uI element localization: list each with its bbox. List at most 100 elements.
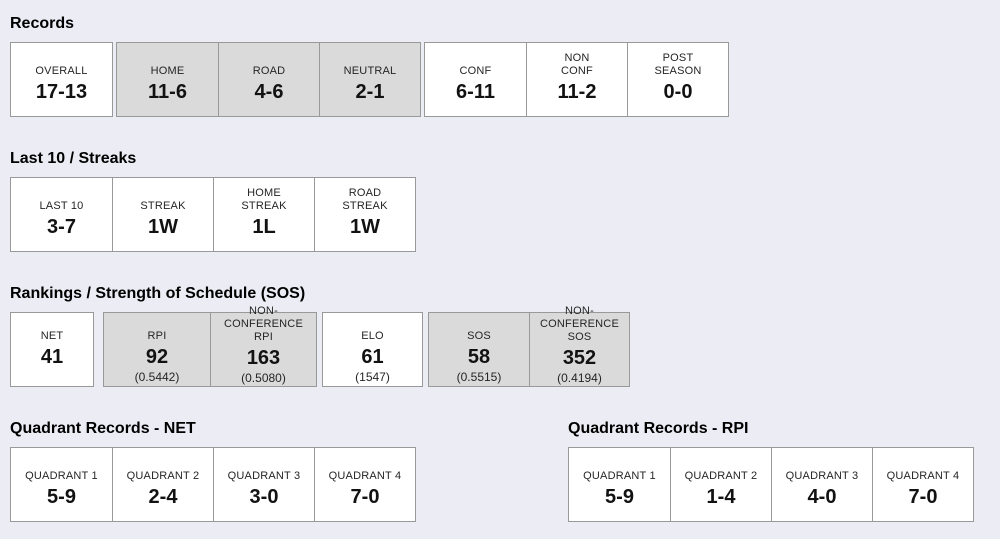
rankings-sos-group: SOS 58 (0.5515) NON-CONFERENCE SOS 352 (0.419… [428,305,630,387]
quadrant-rpi-section: Quadrant Records - RPI QUADRANT 1 5-9 QUAD… [568,419,974,522]
stat-label: OVERALL [35,65,88,77]
stat-box-streak: STREAK 1W [112,178,213,251]
rankings-row: NET 41 RPI 92 (0.5442) NON-CONFERENCE RPI 163… [10,305,1000,387]
stat-value: 1L [252,216,276,238]
stat-value: 17-13 [35,81,88,103]
stat-value: 7-0 [350,486,380,508]
streaks-group: LAST 10 3-7 STREAK 1W HOME STREAK 1L ROAD STRE… [10,177,416,252]
stat-label: NEUTRAL [343,65,397,77]
stat-label: NON CONF [561,52,593,77]
stat-value: 11-6 [148,81,187,103]
stat-box-elo: ELO 61 (1547) [323,313,422,386]
quadrant-rpi-row: QUADRANT 1 5-9 QUADRANT 2 1-4 QUADRANT 3 4-0 Q… [568,447,974,522]
streaks-heading: Last 10 / Streaks [10,150,137,167]
stat-box-quadrant-4: QUADRANT 4 7-0 [314,448,415,521]
stat-value: 0-0 [663,81,693,103]
stat-box-road: ROAD 4-6 [218,43,319,116]
stat-box-non-conference-sos: NON-CONFERENCE SOS 352 (0.4194) [529,305,629,386]
stat-label: QUADRANT 2 [684,470,758,482]
stat-value: 41 [40,346,64,368]
stat-box-non-conference-rpi: NON-CONFERENCE RPI 163 (0.5080) [210,305,316,386]
stat-box-quadrant-2: QUADRANT 2 1-4 [670,448,771,521]
stat-value: 6-11 [456,81,495,103]
streaks-row: LAST 10 3-7 STREAK 1W HOME STREAK 1L ROAD STRE… [10,177,1000,252]
quadrant-rpi-heading: Quadrant Records - RPI [568,420,749,437]
quadrant-net-heading: Quadrant Records - NET [10,420,196,437]
stat-box-net: NET 41 [11,313,93,386]
stat-box-neutral: NEUTRAL 2-1 [319,43,420,116]
stat-box-quadrant-4: QUADRANT 4 7-0 [872,448,973,521]
stat-value: 352 [562,347,597,369]
streaks-section: Last 10 / Streaks LAST 10 3-7 STREAK 1W HOME… [10,149,1000,252]
stat-box-quadrant-1: QUADRANT 1 5-9 [11,448,112,521]
stat-value: 4-6 [254,81,284,103]
stat-label: QUADRANT 1 [583,470,656,482]
stat-box-sos: SOS 58 (0.5515) [429,313,529,386]
stat-label: SOS [467,330,491,342]
stat-label: POST SEASON [654,52,702,77]
rankings-net-group: NET 41 [10,312,94,387]
quadrant-net-group: QUADRANT 1 5-9 QUADRANT 2 2-4 QUADRANT 3 3-0 Q… [10,447,416,522]
stat-label: ROAD [252,65,286,77]
stat-box-home: HOME 11-6 [117,43,218,116]
stat-value: 3-7 [47,216,76,238]
stat-value: 58 [467,346,491,368]
stat-box-quadrant-3: QUADRANT 3 3-0 [213,448,314,521]
rankings-rpi-group: RPI 92 (0.5442) NON-CONFERENCE RPI 163 (0.508… [103,305,317,387]
stat-label: NET [40,330,64,342]
stat-value: 5-9 [605,486,634,508]
stat-value: 7-0 [908,486,938,508]
stat-value: 163 [246,347,281,369]
rankings-heading: Rankings / Strength of Schedule (SOS) [10,285,306,302]
stat-value: 92 [145,346,169,368]
stat-value: 2-4 [148,486,178,508]
stat-value: 3-0 [249,486,279,508]
stat-label: HOME STREAK [241,187,287,212]
records-overall-group: OVERALL 17-13 [10,42,113,117]
stat-label: LAST 10 [39,200,84,212]
stat-value: 1-4 [706,486,736,508]
rankings-section: Rankings / Strength of Schedule (SOS) NE… [10,284,1000,387]
records-row: OVERALL 17-13 HOME 11-6 ROAD 4-6 NEUTRAL 2-1 C… [10,42,1000,117]
stat-box-post-season: POST SEASON 0-0 [627,43,728,116]
stat-label: HOME [150,65,185,77]
stat-label: CONF [459,65,492,77]
stat-subvalue: (0.4194) [557,371,602,385]
stat-label: QUADRANT 3 [785,470,859,482]
quadrant-net-section: Quadrant Records - NET QUADRANT 1 5-9 QUAD… [10,419,416,522]
records-section: Records OVERALL 17-13 HOME 11-6 ROAD 4-6 NEUT… [10,14,1000,117]
stat-label: NON-CONFERENCE SOS [539,305,619,343]
stat-label: STREAK [140,200,186,212]
stat-label: ELO [361,330,384,342]
stat-value: 1W [350,216,380,238]
stat-box-road-streak: ROAD STREAK 1W [314,178,415,251]
stat-subvalue: (0.5515) [456,370,502,384]
stat-label: ROAD STREAK [342,187,388,212]
records-conference-group: CONF 6-11 NON CONF 11-2 POST SEASON 0-0 [424,42,729,117]
stat-label: QUADRANT 4 [886,470,960,482]
stat-box-last-10: LAST 10 3-7 [11,178,112,251]
stat-label: QUADRANT 3 [227,470,301,482]
stat-label: QUADRANT 4 [328,470,402,482]
records-home-road-neutral-group: HOME 11-6 ROAD 4-6 NEUTRAL 2-1 [116,42,421,117]
stat-subvalue: (0.5442) [134,370,180,384]
stat-label: RPI [147,330,167,342]
stat-box-quadrant-1: QUADRANT 1 5-9 [569,448,670,521]
quadrant-rpi-group: QUADRANT 1 5-9 QUADRANT 2 1-4 QUADRANT 3 4-0 Q… [568,447,974,522]
stat-value: 5-9 [47,486,76,508]
stat-value: 61 [361,346,384,368]
stat-label: NON-CONFERENCE RPI [223,305,303,343]
stat-subvalue: (0.5080) [241,371,286,385]
rankings-elo-group: ELO 61 (1547) [322,312,423,387]
stat-box-overall: OVERALL 17-13 [11,43,112,116]
stat-box-quadrant-2: QUADRANT 2 2-4 [112,448,213,521]
stat-value: 1W [148,216,178,238]
stat-value: 2-1 [355,81,385,103]
stat-box-non-conf: NON CONF 11-2 [526,43,627,116]
records-heading: Records [10,15,75,32]
stat-box-home-streak: HOME STREAK 1L [213,178,314,251]
stat-subvalue: (1547) [355,370,390,384]
stat-value: 4-0 [807,486,837,508]
stat-value: 11-2 [557,81,597,103]
